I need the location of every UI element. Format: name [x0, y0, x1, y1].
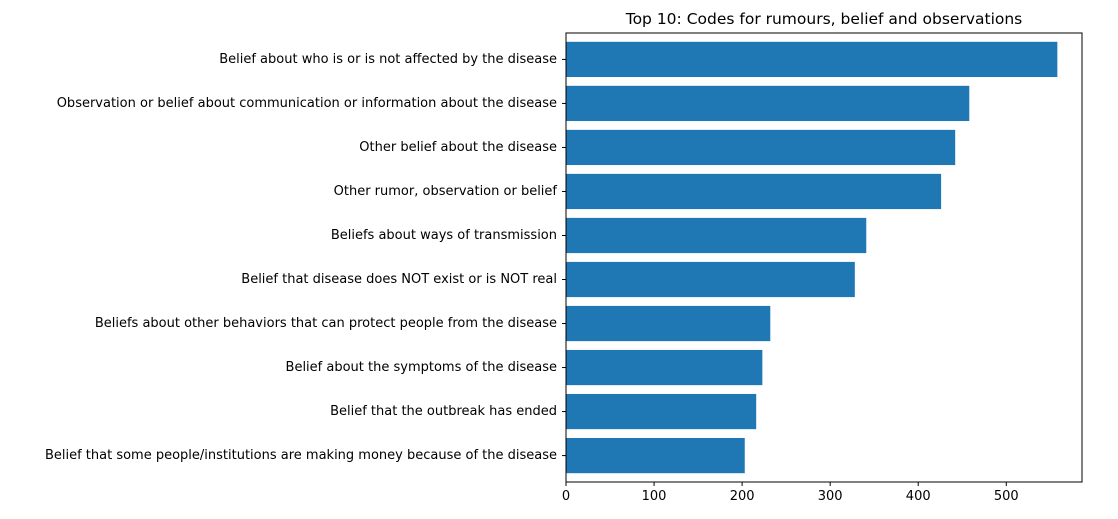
bar-4: [566, 173, 942, 210]
category-label: Observation or belief about communicatio…: [57, 96, 557, 111]
x-tick-label: 500: [994, 489, 1019, 504]
category-label: Beliefs about ways of transmission: [331, 228, 557, 243]
bar-3: [566, 129, 956, 166]
x-tick-label: 400: [906, 489, 931, 504]
category-label: Belief about the symptoms of the disease: [286, 360, 557, 375]
x-axis-ticks: 0 100 200 300 400 500: [562, 482, 1019, 504]
category-label: Other rumor, observation or belief: [334, 184, 558, 199]
chart-title: Top 10: Codes for rumours, belief and ob…: [625, 10, 1023, 28]
bars-group: [566, 41, 1058, 474]
category-label: Belief that disease does NOT exist or is…: [241, 272, 557, 287]
category-label: Beliefs about other behaviors that can p…: [95, 316, 557, 331]
category-label: Belief that some people/institutions are…: [45, 448, 557, 463]
category-label: Belief that the outbreak has ended: [330, 404, 557, 419]
category-label: Belief about who is or is not affected b…: [219, 52, 557, 67]
bar-7: [566, 305, 771, 342]
category-labels: Belief about who is or is not affected b…: [45, 52, 566, 463]
x-tick-label: 200: [730, 489, 755, 504]
x-tick-label: 100: [642, 489, 667, 504]
x-tick-label: 0: [562, 489, 570, 504]
bar-8: [566, 349, 763, 386]
bar-2: [566, 85, 970, 122]
bar-10: [566, 437, 745, 474]
plot-frame: [565, 32, 1083, 483]
bar-9: [566, 393, 757, 430]
bar-5: [566, 217, 867, 254]
bar-6: [566, 261, 855, 298]
x-tick-label: 300: [818, 489, 843, 504]
category-label: Other belief about the disease: [359, 140, 557, 155]
bar-1: [566, 41, 1058, 78]
